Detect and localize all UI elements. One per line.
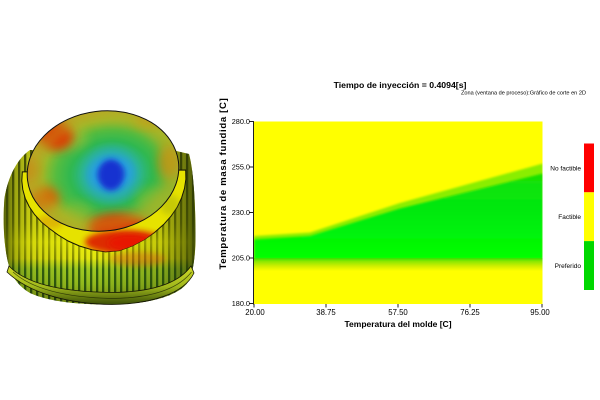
svg-text:Factible: Factible bbox=[558, 214, 581, 221]
svg-text:280.0: 280.0 bbox=[232, 117, 250, 126]
svg-text:180.0: 180.0 bbox=[232, 299, 250, 308]
svg-text:Temperatura de masa fundida [C: Temperatura de masa fundida [C] bbox=[218, 98, 229, 270]
svg-text:No factible: No factible bbox=[550, 166, 581, 173]
svg-text:230.0: 230.0 bbox=[232, 208, 250, 217]
svg-text:38.75: 38.75 bbox=[316, 308, 336, 317]
svg-text:76.25: 76.25 bbox=[460, 308, 480, 317]
svg-text:57.50: 57.50 bbox=[388, 308, 408, 317]
svg-text:95.00: 95.00 bbox=[530, 308, 550, 317]
svg-text:20.00: 20.00 bbox=[245, 308, 265, 317]
svg-text:Tiempo de inyección = 0.4094[s: Tiempo de inyección = 0.4094[s] bbox=[334, 80, 467, 90]
svg-text:Preferido: Preferido bbox=[555, 263, 582, 270]
svg-text:255.0: 255.0 bbox=[232, 163, 250, 172]
svg-text:Zona (ventana de proceso):Gráf: Zona (ventana de proceso):Gráfico de cor… bbox=[461, 91, 586, 97]
svg-text:205.0: 205.0 bbox=[232, 254, 250, 263]
svg-text:Temperatura del molde [C]: Temperatura del molde [C] bbox=[344, 319, 451, 329]
